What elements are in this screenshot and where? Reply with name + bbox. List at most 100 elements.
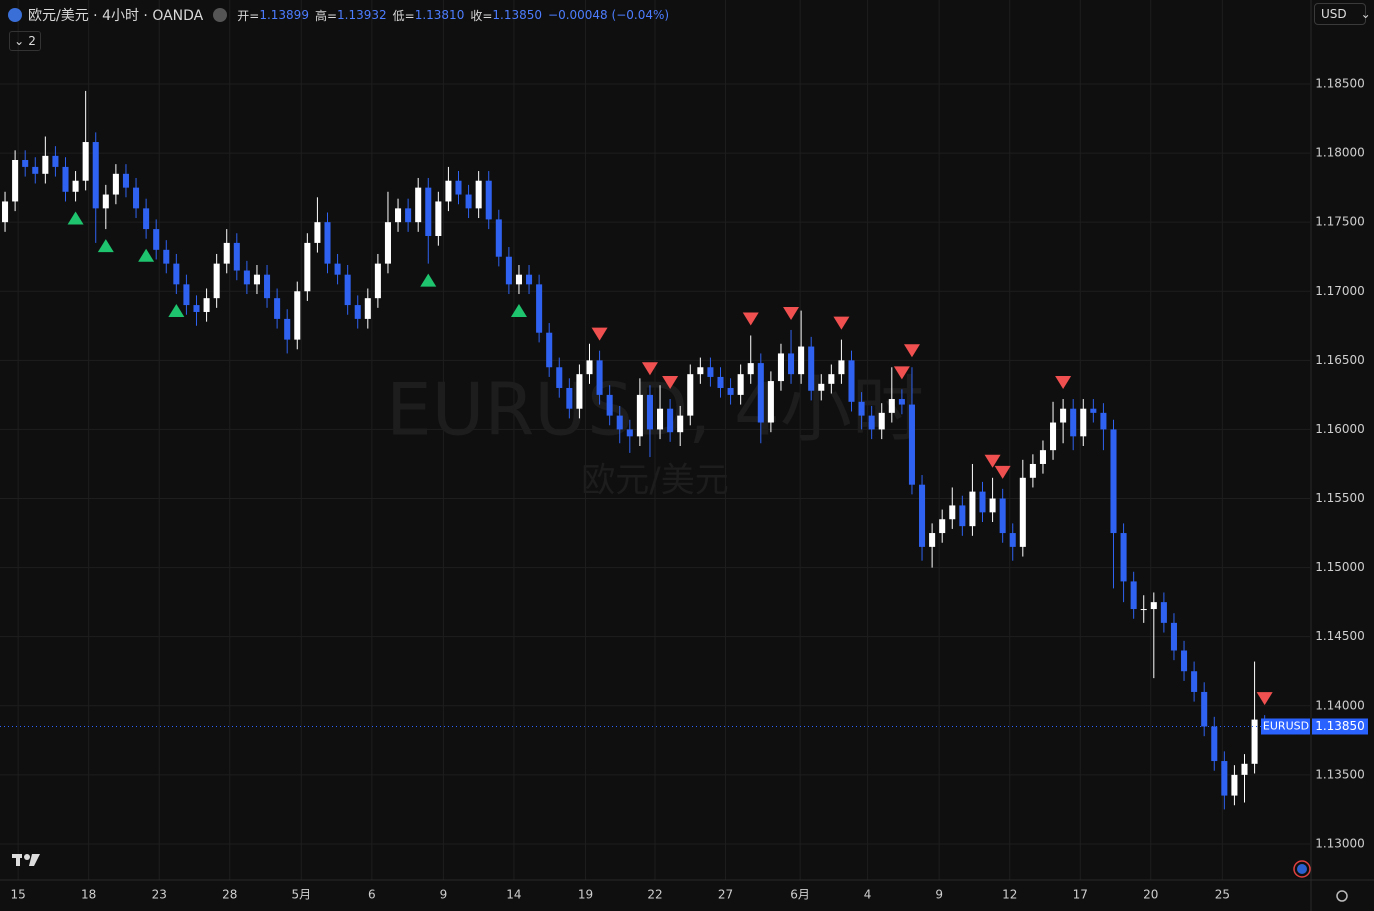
x-tick-label: 28 <box>222 888 237 902</box>
candle-body <box>304 242 311 292</box>
x-tick-label: 23 <box>152 888 167 902</box>
indicator-toggle[interactable]: ⌄ 2 <box>9 31 41 51</box>
candle-body <box>223 242 230 264</box>
price-tag <box>1312 718 1368 735</box>
x-tick-label: 15 <box>10 888 25 902</box>
candle-body <box>707 367 714 377</box>
candle-body <box>566 387 573 409</box>
candle-body <box>919 484 926 547</box>
symbol-title[interactable]: 欧元/美元 · 4小时 · OANDA <box>28 8 204 24</box>
candle-body <box>364 298 371 319</box>
candle-body <box>294 291 301 340</box>
candle-body <box>102 194 109 209</box>
y-tick-label: 1.13500 <box>1315 767 1365 781</box>
candle-body <box>324 222 331 264</box>
candle-body <box>536 284 543 333</box>
candle-body <box>989 498 996 513</box>
candle-body <box>969 491 976 527</box>
candle-body <box>1170 622 1177 651</box>
candle-body <box>828 374 835 384</box>
x-tick-label: 9 <box>440 888 448 902</box>
candle-body <box>173 263 180 285</box>
indicator-count: 2 <box>28 34 36 48</box>
candle-body <box>1221 761 1228 796</box>
candle-body <box>112 173 119 195</box>
x-tick-label: 25 <box>1215 888 1230 902</box>
candle-body <box>485 180 492 220</box>
candle-body <box>898 399 905 405</box>
candle-body <box>62 166 69 192</box>
candle-body <box>808 346 815 391</box>
y-tick-label: 1.15500 <box>1315 491 1365 505</box>
candle-body <box>1140 609 1147 611</box>
candle-body <box>949 505 956 520</box>
candle-body <box>203 298 210 312</box>
candle-body <box>122 173 129 188</box>
candle-body <box>1120 533 1127 582</box>
sell-signal <box>591 327 608 341</box>
sell-signal <box>742 312 759 326</box>
sell-signal <box>984 454 1001 468</box>
candle-body <box>213 263 220 299</box>
candle-body <box>1060 408 1067 423</box>
candle-body <box>757 363 764 423</box>
candle-body <box>777 353 784 382</box>
ohlc-value: 1.13850 <box>492 8 543 22</box>
candle-body <box>677 415 684 433</box>
symbol-icon <box>8 8 22 22</box>
candle-body <box>576 374 583 409</box>
candle-body <box>1029 463 1036 478</box>
ohlc-label: 开= <box>237 8 260 23</box>
candle-body <box>435 201 442 236</box>
sell-signal <box>833 316 850 330</box>
buy-signal <box>97 239 114 253</box>
candle-body <box>1019 477 1026 547</box>
sell-signal <box>1256 692 1273 706</box>
candle-body <box>868 415 875 430</box>
sell-signal <box>893 366 910 380</box>
candle-body <box>788 353 795 375</box>
currency-select[interactable]: USD ⌄ <box>1314 3 1371 25</box>
candle-body <box>32 166 39 174</box>
event-icon[interactable] <box>1293 860 1311 878</box>
candle-body <box>939 519 946 534</box>
candle-body <box>2 201 9 223</box>
candle-body <box>233 242 240 271</box>
y-tick-label: 1.16500 <box>1315 353 1365 367</box>
buy-signal <box>510 304 527 318</box>
candle-body <box>1100 412 1107 430</box>
candle-body <box>657 408 664 430</box>
candle-body <box>606 394 613 416</box>
candle-body <box>1201 691 1208 727</box>
candle-body <box>284 318 291 340</box>
candle-body <box>586 360 593 375</box>
symbol-tag <box>1261 718 1310 735</box>
x-tick-label: 22 <box>647 888 662 902</box>
candle-body <box>42 155 49 174</box>
candle-body <box>243 270 250 285</box>
watermark-sub: 欧元/美元 <box>581 461 728 501</box>
y-tick-label: 1.17000 <box>1315 284 1365 298</box>
candle-body <box>1191 671 1198 692</box>
candle-body <box>384 222 391 264</box>
candle-body <box>515 274 522 285</box>
candle-body <box>596 360 603 395</box>
candle-body <box>374 263 381 299</box>
x-tick-label: 9 <box>935 888 943 902</box>
candle-body <box>526 274 533 285</box>
ohlc-label: 低= <box>392 8 415 23</box>
candle-body <box>737 374 744 395</box>
price-tag-label: 1.13850 <box>1315 719 1365 733</box>
candle-body <box>858 401 865 416</box>
status-icon[interactable] <box>213 8 228 22</box>
candle-body <box>1080 408 1087 437</box>
candle-body <box>193 305 200 312</box>
x-tick-label: 5月 <box>291 888 311 902</box>
settings-icon[interactable] <box>1336 890 1348 902</box>
ohlc-value: 1.13810 <box>414 8 465 22</box>
candle-body <box>253 274 260 285</box>
candle-body <box>425 187 432 236</box>
candle-body <box>495 219 502 257</box>
